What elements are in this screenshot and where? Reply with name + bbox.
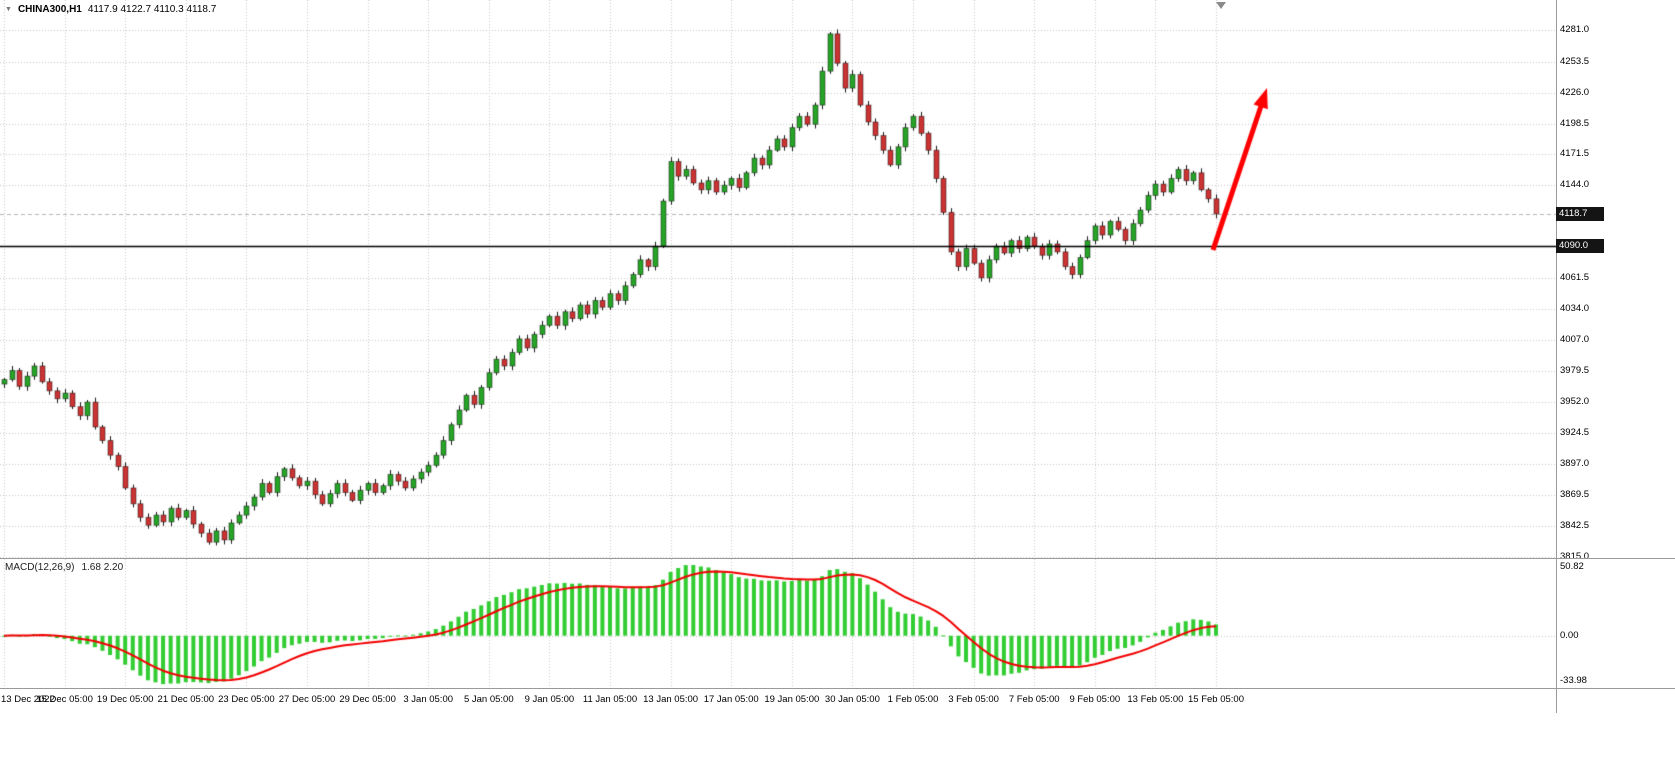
macd-axis-label: 50.82 (1560, 561, 1584, 572)
macd-name: MACD(12,26,9) (5, 562, 75, 573)
symbol-timeframe-label: CHINA300,H1 (17, 4, 82, 15)
time-axis-label: 3 Feb 05:00 (948, 694, 999, 705)
ohlc-readout: 4117.9 4122.7 4110.3 4118.7 (87, 4, 217, 15)
price-axis-label: 4007.0 (1560, 333, 1590, 345)
price-axis-label: 4034.0 (1560, 303, 1590, 315)
price-axis-label: 3952.0 (1560, 396, 1590, 408)
price-axis-label: 4281.0 (1560, 24, 1590, 36)
macd-axis-label: 0.00 (1560, 629, 1579, 641)
time-axis-label: 29 Dec 05:00 (339, 694, 396, 705)
time-axis-label: 30 Jan 05:00 (824, 694, 880, 705)
price-axis-label: 4198.5 (1560, 117, 1590, 129)
time-axis-label: 13 Feb 05:00 (1127, 694, 1184, 705)
time-axis-label: 27 Dec 05:00 (278, 694, 336, 705)
panel-divider (0, 558, 1675, 559)
price-axis-label: 4253.5 (1560, 55, 1590, 67)
price-axis-label: 3924.5 (1560, 427, 1590, 439)
time-axis-label: 11 Jan 05:00 (582, 694, 638, 705)
time-axis-label: 23 Dec 05:00 (218, 694, 275, 705)
time-axis-label: 3 Jan 05:00 (403, 694, 454, 705)
chart-shift-marker-icon[interactable] (1216, 2, 1226, 9)
time-axis: 13 Dec 2022 15 Dec 05:00 19 Dec 05:00 21 De… (0, 692, 1556, 712)
price-chart-canvas[interactable] (0, 0, 1556, 558)
symbol-header: ▼ CHINA300,H1 4117.9 4122.7 4110.3 4118.… (5, 4, 216, 15)
time-axis-label: 1 Feb 05:00 (887, 694, 939, 705)
time-axis-label: 13 Jan 05:00 (643, 694, 699, 705)
price-axis-label: 4226.0 (1560, 86, 1590, 98)
macd-values: 1.68 2.20 (81, 562, 124, 573)
price-axis-label: 4144.0 (1560, 179, 1590, 191)
macd-panel-canvas[interactable] (0, 559, 1556, 687)
time-axis-label: 15 Feb 05:00 (1188, 694, 1244, 705)
price-axis-label: 3869.5 (1560, 489, 1590, 501)
price-axis-label: 3842.5 (1560, 519, 1590, 531)
price-axis: 4118.7 4090.0 4281.0 4253.5 4226.0 4198.5 41… (1556, 0, 1675, 763)
current-price-tag: 4118.7 (1556, 206, 1604, 221)
macd-axis-label: -33.98 (1560, 675, 1587, 686)
macd-indicator-label: MACD(12,26,9) 1.68 2.20 (5, 562, 123, 573)
time-axis-label: 19 Jan 05:00 (764, 694, 820, 705)
time-axis-label: 9 Jan 05:00 (524, 694, 575, 705)
panel-divider (0, 688, 1675, 689)
dropdown-arrow-icon[interactable]: ▼ (5, 5, 12, 13)
price-axis-label: 4171.5 (1560, 148, 1590, 160)
time-axis-label: 7 Feb 05:00 (1008, 694, 1060, 705)
time-axis-label: 15 Dec 05:00 (36, 694, 93, 705)
time-axis-label: 19 Dec 05:00 (96, 694, 154, 705)
time-axis-label: 9 Feb 05:00 (1069, 694, 1121, 705)
time-axis-label: 21 Dec 05:00 (157, 694, 215, 705)
price-axis-label: 3897.0 (1560, 458, 1590, 470)
time-axis-label: 13 Dec 2022 (1, 694, 55, 705)
price-axis-label: 3979.5 (1560, 365, 1590, 377)
axis-divider (1556, 0, 1557, 713)
time-axis-label: 5 Jan 05:00 (463, 694, 514, 705)
hline-price-tag: 4090.0 (1556, 239, 1604, 254)
price-axis-label: 3815.0 (1560, 550, 1590, 562)
time-axis-label: 17 Jan 05:00 (703, 694, 759, 705)
price-axis-label: 4061.5 (1560, 272, 1590, 284)
